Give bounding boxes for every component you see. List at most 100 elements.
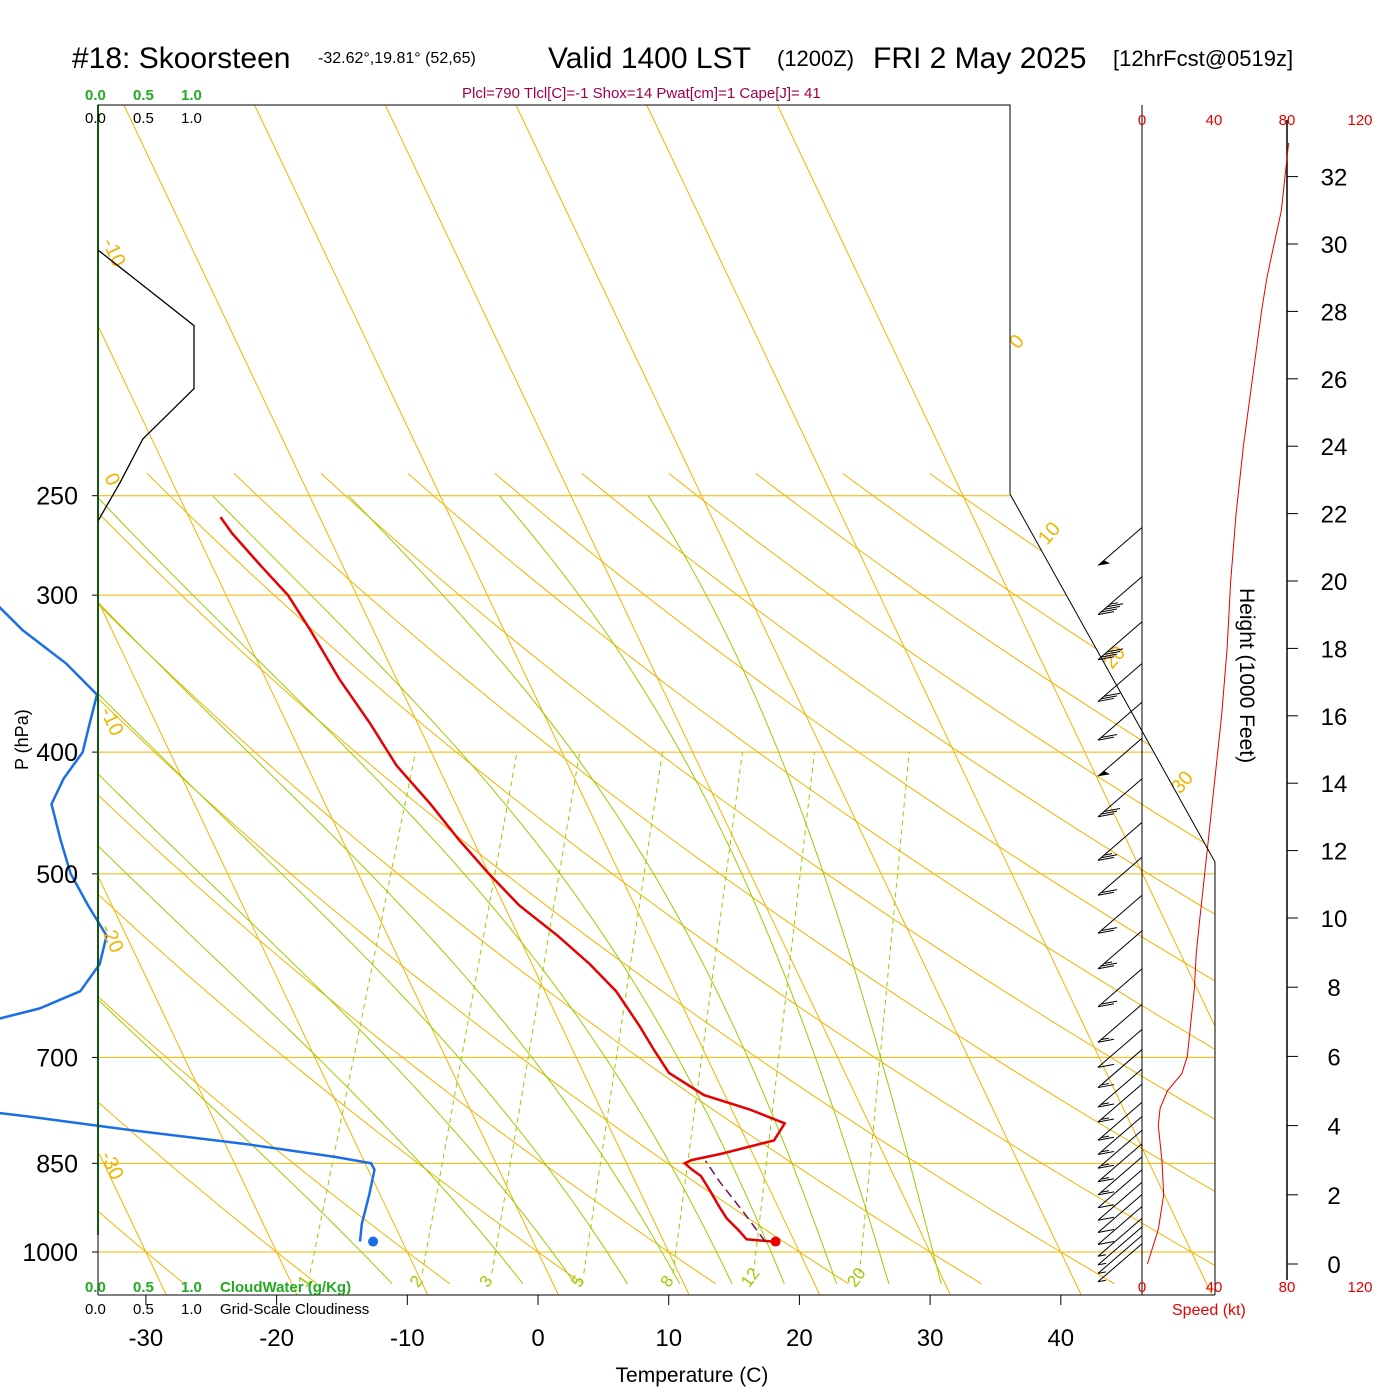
wind-barb [1097,856,1143,896]
wind-barb-half [1097,1262,1107,1266]
dry-adiabat-line [233,473,1215,1285]
wind-barb-full [1097,1241,1115,1246]
height-axis-title: Height (1000 Feet) [1235,588,1258,763]
wind-barb [1097,663,1143,702]
cloudiness-profile-line [97,249,195,522]
temperature-tick-label: 0 [531,1325,544,1352]
wind-barb-shaft [1097,1129,1143,1169]
wind-barb-full [1103,605,1121,610]
dry-adiabat-line [581,473,1215,1285]
wind-barb [1097,576,1143,616]
wind-barb-half [1100,1135,1110,1139]
wind-barb [1097,621,1143,661]
pressure-tick-label: 1000 [22,1239,78,1267]
wind-barb-full [1097,1084,1115,1089]
wind-barb-shaft [1097,621,1143,661]
wind-barb-full [1107,603,1124,608]
isotherm-line [98,105,298,1295]
wind-barb-shaft [1097,1226,1143,1266]
wind-barb-full [1097,611,1115,616]
wind-barb-full [1103,692,1121,697]
wind-barb-half [1100,1149,1110,1153]
wind-barb [1097,1156,1143,1196]
wind-barb-shaft [1097,1169,1143,1209]
cloudiness-tick-bottom: 1.0 [181,1301,202,1318]
wind-barb [1097,968,1143,1008]
wind-barb-full [1097,813,1115,818]
wind-barb-half [1100,1082,1110,1086]
forecast-run: [12hrFcst@0519z] [1113,46,1293,71]
height-tick-label: 8 [1327,975,1340,1002]
height-tick-label: 22 [1321,502,1348,529]
wind-barb-shaft [1097,1194,1143,1233]
wind-barb-shaft [1097,1143,1143,1183]
wind-barb-half [1103,853,1113,856]
wind-barb-half [1100,1177,1110,1180]
wind-barb-full [1100,889,1118,894]
wind-barb-full [1103,651,1121,656]
cloudiness-tick-top: 0.0 [85,110,106,127]
station-name: #18: Skoorsteen [72,42,290,75]
cloudwater-tick-bottom: 0.5 [133,1279,154,1296]
wind-barb [1097,930,1143,970]
dry-adiabat-label: 20 [1099,642,1130,673]
pressure-tick-label: 400 [36,739,78,767]
cloudiness-title: Grid-Scale Cloudiness [220,1301,369,1318]
height-tick-label: 24 [1321,434,1348,461]
dry-adiabat-line [98,473,849,1285]
speed-axis-title: Speed (kt) [1172,1302,1246,1319]
height-tick-label: 16 [1321,704,1348,731]
wind-barb-shaft [1097,778,1143,818]
dry-adiabat-line [98,473,451,1285]
speed-tick-top: 0 [1138,112,1146,129]
dry-adiabat-line [98,473,982,1285]
isotherm-line [384,105,951,1295]
wind-barb-half [1097,1254,1107,1257]
station-coords: -32.62°,19.81° (52,65) [318,50,476,67]
speed-tick-bottom: 80 [1279,1279,1296,1296]
background-lines [98,105,1215,1295]
wind-barb-shaft [1097,1083,1143,1123]
wind-barb-shaft [1097,856,1143,896]
height-tick-label: 6 [1327,1044,1340,1071]
wind-barb-full [1097,1136,1115,1141]
height-tick-label: 2 [1327,1183,1340,1210]
cloudwater-tick-top: 0.0 [85,87,106,104]
valid-time: Valid 1400 LST [548,42,751,75]
mixing-ratio-line [491,752,581,1274]
temperature-tick-label: -20 [259,1325,294,1352]
dry-adiabat-line [98,473,716,1285]
wind-barb-full [1097,1204,1115,1209]
wind-barb-full [1097,656,1115,661]
wind-barb-full [1100,927,1118,932]
moist-adiabat-line [98,495,733,1285]
forecast-date: FRI 2 May 2025 [873,42,1086,75]
dry-adiabat-line [146,473,1215,1285]
speed-tick-bottom: 0 [1138,1279,1146,1296]
mixing-ratio-line [583,752,663,1274]
wind-barb-full [1097,1178,1115,1183]
wind-barb [1097,1206,1143,1246]
temperature-line [219,516,787,1243]
height-tick-label: 28 [1321,299,1348,326]
moist-adiabat-line [98,495,524,1285]
wind-barb [1097,1083,1143,1123]
wind-barb [1097,1226,1143,1266]
surface-dewpoint-dot [368,1236,379,1247]
wind-barb-half [1097,1271,1107,1274]
speed-tick-top: 40 [1206,112,1223,129]
height-tick-label: 10 [1321,906,1348,933]
wind-barb-shaft [1097,701,1143,741]
dry-adiabat-label: -10 [95,704,127,739]
dry-adiabat-line [407,473,1215,1285]
wind-barb [1097,1116,1143,1155]
utc-time: (1200Z) [777,46,854,71]
wind-barb-shaft [1097,1235,1143,1274]
temperature-tick-label: 10 [655,1325,682,1352]
wind-barb-shaft [1097,968,1143,1008]
dry-adiabat-label: 30 [1167,767,1198,798]
dry-adiabat-line [755,473,1215,1285]
wind-barb-full [1097,1103,1115,1108]
